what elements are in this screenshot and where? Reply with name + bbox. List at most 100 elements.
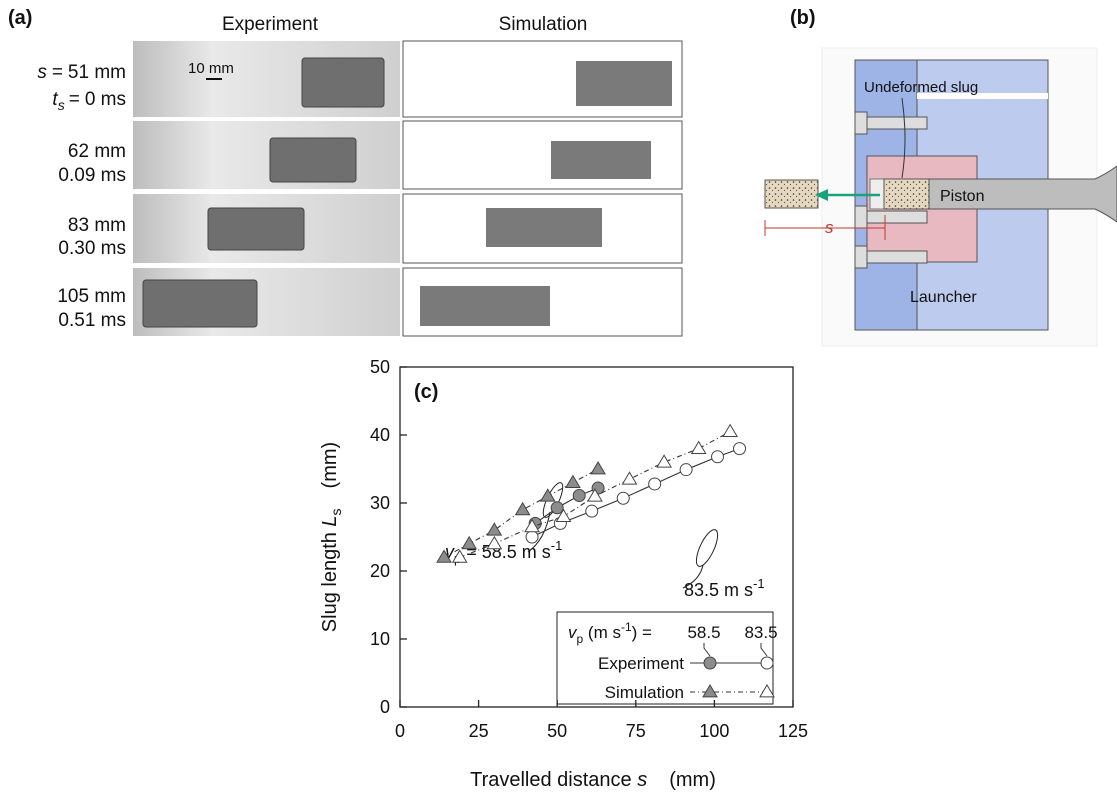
triangle-marker <box>621 471 638 485</box>
x-tick-label: 0 <box>395 721 405 741</box>
triangle-marker <box>587 488 603 502</box>
circle-marker <box>550 501 564 515</box>
value: 62 mm <box>68 141 126 162</box>
value: 83 mm <box>68 215 126 236</box>
triangle-marker <box>461 535 478 550</box>
legend-label: Simulation <box>605 683 684 702</box>
y-tick-label: 30 <box>370 493 390 513</box>
launcher-label: Launcher <box>910 289 977 306</box>
circle-marker <box>648 477 662 491</box>
x-tick-label: 100 <box>699 721 729 741</box>
y-axis-label: Slug length Ls(mm) <box>319 442 344 632</box>
symbol-sub: s <box>58 97 65 113</box>
experiment-image <box>133 121 400 189</box>
distance-label: 83 mm <box>68 215 126 236</box>
circle-marker <box>679 463 693 477</box>
circle-marker <box>760 656 774 670</box>
triangle-marker <box>565 474 581 488</box>
distance-label: s <box>825 218 834 237</box>
triangle-marker <box>702 684 718 698</box>
leader <box>901 97 906 179</box>
value: 0.30 ms <box>58 238 126 259</box>
triangle-marker <box>539 488 556 502</box>
value: 0 ms <box>85 89 126 110</box>
triangle-marker <box>451 549 468 563</box>
simulation-slug <box>420 286 550 326</box>
triangle-marker <box>759 684 775 698</box>
legend-speed: 58.5 <box>687 623 720 642</box>
x-tick-label: 50 <box>547 721 567 741</box>
symbol: s <box>37 62 47 83</box>
legend-label: Experiment <box>598 654 684 673</box>
experiment-slug <box>301 57 385 108</box>
column-header: Simulation <box>499 14 588 35</box>
triangle-marker <box>590 461 606 475</box>
triangle-marker <box>690 440 707 454</box>
piston-label: Piston <box>940 188 984 205</box>
triangle-marker <box>555 508 572 522</box>
scale-label: 10 mm <box>188 60 234 77</box>
leader <box>682 564 704 589</box>
time-label: 0.09 ms <box>58 165 126 186</box>
bolts <box>854 111 928 269</box>
triangle-marker <box>656 454 672 468</box>
value: 0.09 ms <box>58 165 126 186</box>
circle-marker <box>733 442 747 456</box>
distance-label: 105 mm <box>57 286 126 307</box>
symbol: t <box>52 89 58 110</box>
experiment-slug <box>207 207 305 251</box>
simulation-slug <box>576 61 672 106</box>
y-tick-label: 0 <box>380 697 390 717</box>
triangle-marker <box>722 423 738 437</box>
column-header: Experiment <box>222 14 319 35</box>
equals: = <box>69 89 80 110</box>
y-tick-label: 40 <box>370 425 390 445</box>
x-tick-label: 25 <box>469 721 489 741</box>
triangle-marker <box>436 549 452 563</box>
slug <box>883 178 930 210</box>
x-axis-label: Travelled distance s (mm) <box>470 769 716 791</box>
arrow-head <box>815 189 828 201</box>
callout: Undeformed slug <box>864 79 978 96</box>
time-label: 0.51 ms <box>58 310 126 331</box>
legend-title: vp (m s-1) = <box>568 620 652 646</box>
plot-frame <box>399 366 794 708</box>
triangle-marker <box>514 501 531 516</box>
distance-label: 62 mm <box>68 141 126 162</box>
x-tick-label: 75 <box>626 721 646 741</box>
series-line <box>459 431 731 558</box>
value: 105 mm <box>57 286 126 307</box>
slug-ejected <box>764 179 819 209</box>
annotation: 83.5 m s-1 <box>684 576 765 600</box>
series-line <box>534 487 599 524</box>
panel-tag: (c) <box>414 381 438 403</box>
y-tick-label: 20 <box>370 561 390 581</box>
y-tick-label: 50 <box>370 357 390 377</box>
time-label: 0.30 ms <box>58 238 126 259</box>
y-tick-label: 10 <box>370 629 390 649</box>
circle-marker <box>711 450 725 464</box>
triangle-marker <box>486 522 503 536</box>
panel-tag: (a) <box>8 7 32 29</box>
equals: = <box>52 62 63 83</box>
circle-marker <box>703 656 717 670</box>
triangle-marker <box>524 518 540 533</box>
simulation-slug <box>551 141 651 179</box>
group-ellipse <box>695 529 719 567</box>
value: 0.51 ms <box>58 310 126 331</box>
legend-box <box>556 611 774 705</box>
circle-marker <box>585 504 599 518</box>
value: 51 mm <box>68 62 126 83</box>
circle-marker <box>616 491 630 505</box>
time-label: ts = 0 ms <box>52 89 126 113</box>
triangle-marker <box>486 535 503 550</box>
circle-marker <box>572 489 586 503</box>
panel-tag: (b) <box>790 7 816 29</box>
legend-leader <box>760 643 768 657</box>
circle-marker <box>525 530 539 544</box>
experiment-slug <box>269 137 357 183</box>
panel-b: (b) s Undeformed slug Piston Launcher <box>764 7 1117 347</box>
legend-leader <box>703 643 711 657</box>
